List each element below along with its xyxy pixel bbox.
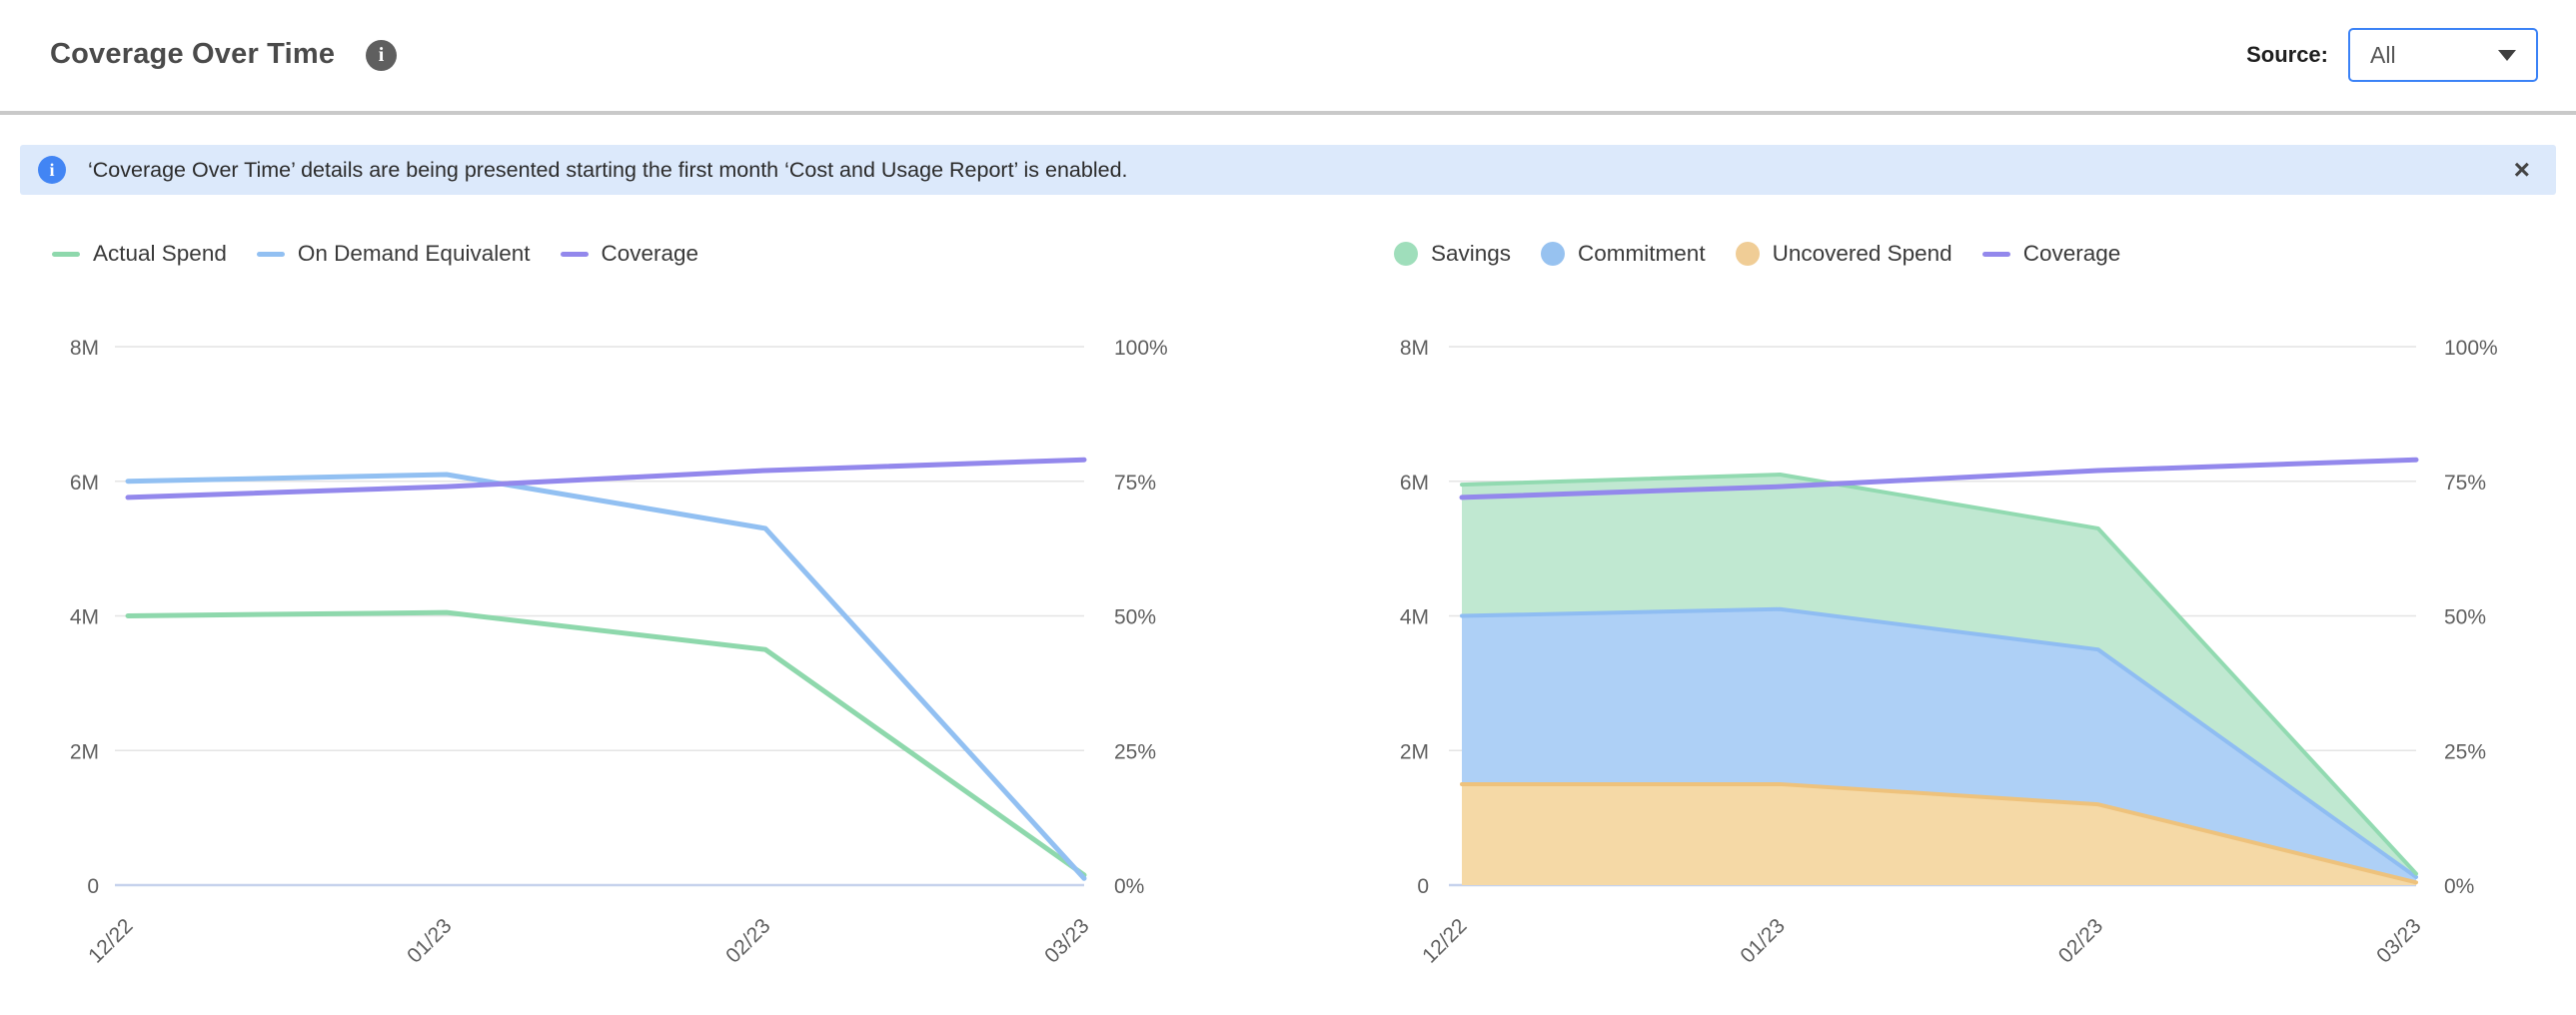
info-icon-glyph: i (378, 44, 385, 66)
svg-text:75%: 75% (2444, 472, 2486, 495)
info-banner: i ‘Coverage Over Time’ details are being… (20, 145, 2556, 195)
svg-text:6M: 6M (70, 472, 99, 495)
right-chart-legend: Savings Commitment Uncovered Spend Cover… (1394, 241, 2120, 267)
svg-text:50%: 50% (1114, 606, 1156, 629)
close-icon[interactable]: × (2513, 154, 2530, 185)
legend-label: Savings (1431, 241, 1512, 266)
coverage-stacked-area-chart: 0 0% 2M 25% 4M 50% 6M 75% 8M 100% 12/22 01/23 02/23 0… (1400, 337, 2498, 968)
legend-item-coverage[interactable]: Coverage (1981, 241, 2121, 267)
source-dropdown[interactable]: All (2348, 28, 2538, 82)
svg-text:50%: 50% (2444, 606, 2486, 629)
svg-text:12/22: 12/22 (1418, 914, 1471, 967)
source-control: Source: All (2246, 26, 2538, 84)
svg-text:03/23: 03/23 (2372, 914, 2425, 967)
banner-message: ‘Coverage Over Time’ details are being p… (88, 157, 1128, 182)
legend-label: Actual Spend (93, 241, 227, 266)
svg-text:2M: 2M (1400, 740, 1429, 763)
legend-swatch (1394, 242, 1418, 266)
legend-item-uncovered-spend[interactable]: Uncovered Spend (1735, 241, 1952, 267)
svg-text:02/23: 02/23 (721, 914, 774, 967)
svg-text:02/23: 02/23 (2054, 914, 2107, 967)
source-label: Source: (2246, 42, 2328, 67)
svg-text:4M: 4M (1400, 606, 1429, 629)
banner-info-icon-glyph: i (49, 159, 55, 180)
legend-label: Coverage (601, 241, 699, 266)
svg-text:03/23: 03/23 (1040, 914, 1093, 967)
legend-label: Commitment (1578, 241, 1706, 266)
legend-item-on-demand-equivalent[interactable]: On Demand Equivalent (256, 241, 531, 267)
banner-info-icon: i (38, 156, 66, 184)
legend-item-commitment[interactable]: Commitment (1541, 241, 1706, 267)
legend-swatch (256, 251, 285, 257)
panel-header: Coverage Over Time i Source: All (0, 0, 2576, 111)
legend-swatch (52, 251, 80, 257)
svg-text:4M: 4M (70, 606, 99, 629)
svg-text:0%: 0% (1114, 875, 1144, 898)
svg-text:25%: 25% (2444, 740, 2486, 763)
left-chart-legend: Actual Spend On Demand Equivalent Covera… (52, 241, 698, 267)
svg-text:6M: 6M (1400, 472, 1429, 495)
svg-text:8M: 8M (70, 337, 99, 360)
legend-item-savings[interactable]: Savings (1394, 241, 1511, 267)
svg-text:0: 0 (1417, 875, 1429, 898)
chevron-down-icon (2498, 49, 2516, 61)
source-dropdown-value: All (2370, 41, 2396, 68)
page-title: Coverage Over Time (50, 38, 336, 70)
legend-label: Coverage (2022, 241, 2121, 266)
svg-text:2M: 2M (70, 740, 99, 763)
legend-item-coverage[interactable]: Coverage (560, 241, 699, 267)
svg-text:01/23: 01/23 (1736, 914, 1789, 967)
svg-text:100%: 100% (1114, 337, 1168, 360)
svg-text:0%: 0% (2444, 875, 2474, 898)
legend-label: Uncovered Spend (1772, 241, 1952, 266)
legend-swatch (1541, 242, 1566, 266)
header-divider (0, 111, 2576, 115)
legend-swatch (1735, 242, 1760, 266)
svg-text:100%: 100% (2444, 337, 2498, 360)
svg-text:25%: 25% (1114, 740, 1156, 763)
svg-text:12/22: 12/22 (84, 914, 137, 967)
svg-text:01/23: 01/23 (403, 914, 456, 967)
spend-line-chart: 0 0% 2M 25% 4M 50% 6M 75% 8M 100% 12/22 01/23 02/23 0… (70, 337, 1168, 968)
legend-label: On Demand Equivalent (297, 241, 531, 266)
legend-swatch (560, 251, 589, 257)
svg-text:8M: 8M (1400, 337, 1429, 360)
legend-item-actual-spend[interactable]: Actual Spend (52, 241, 227, 267)
svg-text:0: 0 (87, 875, 99, 898)
legend-swatch (1981, 251, 2010, 257)
info-icon[interactable]: i (366, 40, 397, 71)
svg-text:75%: 75% (1114, 472, 1156, 495)
